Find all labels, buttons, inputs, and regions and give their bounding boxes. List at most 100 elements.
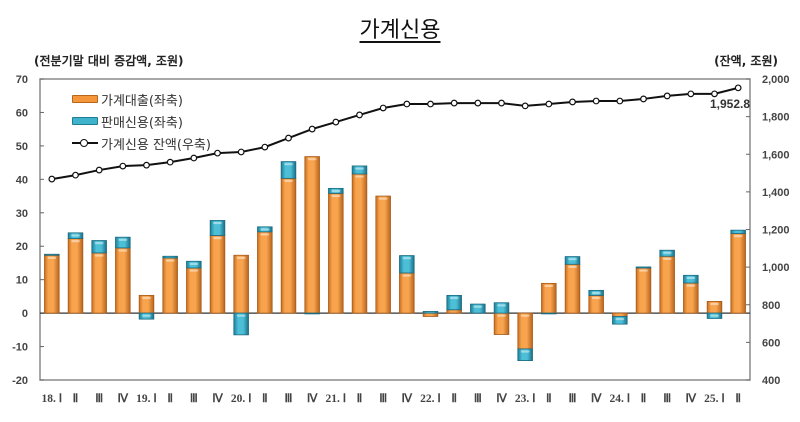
loan-bar: [612, 312, 628, 317]
x-tick-label: Ⅲ: [569, 392, 577, 405]
right-tick-label: 1,000: [762, 262, 790, 274]
left-tick-label: 30: [16, 208, 28, 220]
sales-credit-bar: [304, 312, 320, 315]
sales-credit-bar: [186, 260, 202, 269]
balance-marker: [450, 99, 458, 107]
balance-marker: [143, 161, 150, 169]
sales-credit-bar: [470, 303, 486, 314]
loan-bar: [209, 235, 226, 314]
loan-bar: [517, 312, 533, 350]
balance-marker: [72, 171, 79, 179]
loan-bar: [44, 254, 60, 314]
loan-bar-highlight: [307, 158, 317, 161]
sales-credit-bar-highlight: [213, 221, 222, 225]
balance-marker: [356, 111, 363, 119]
loan-bar-highlight: [568, 265, 577, 268]
balance-marker: [48, 175, 56, 183]
x-tick-label: Ⅲ: [663, 392, 671, 405]
x-tick-label: Ⅱ: [262, 392, 268, 405]
loan-swatch-icon: [72, 95, 98, 103]
sales-credit-bar: [564, 256, 581, 265]
balance-marker: [498, 99, 505, 107]
sales-credit-bar-highlight: [118, 238, 128, 241]
x-tick-label: Ⅱ: [451, 392, 457, 405]
left-tick-label: -20: [12, 375, 28, 387]
loan-bar-highlight: [213, 237, 222, 240]
loan-bar-highlight: [165, 259, 175, 262]
loan-bar: [683, 282, 699, 314]
sales-credit-bar: [328, 187, 344, 194]
legend-item-loan: 가계대출(좌축): [72, 88, 211, 110]
loan-bar: [328, 192, 344, 314]
left-tick-label: 70: [16, 74, 28, 86]
loan-bar-highlight: [189, 269, 199, 272]
loan-bar-highlight: [355, 175, 364, 178]
x-tick-label: Ⅱ: [641, 392, 647, 405]
x-tick-label: Ⅱ: [546, 392, 552, 405]
sales-credit-bar: [517, 348, 533, 362]
balance-marker: [166, 158, 174, 166]
loan-bar-highlight: [378, 197, 388, 200]
balance-marker: [640, 95, 647, 103]
balance-marker: [403, 100, 411, 108]
balance-marker: [261, 143, 269, 151]
legend-item-sales-credit: 판매신용(좌축): [72, 110, 211, 132]
balance-marker: [734, 84, 742, 92]
left-tick-label: 20: [16, 241, 28, 253]
sales-credit-bar: [730, 229, 746, 234]
axes: -20 -10 0 10 20 30 40 50 60 70 400 600 800 1,000 1,200…: [12, 74, 789, 405]
loan-bar: [91, 252, 107, 314]
sales-credit-bar-highlight: [71, 234, 80, 237]
legend-label-balance: 가계신용 잔액(우축): [101, 137, 211, 153]
balance-marker: [95, 166, 103, 174]
sales-credit-bar: [44, 253, 60, 256]
legend-label-sales-credit: 판매신용(좌축): [101, 115, 183, 131]
sales-credit-bar: [162, 255, 178, 259]
balance-marker: [474, 99, 482, 107]
legend-item-balance: 가계신용 잔액(우축): [72, 132, 211, 154]
sales-credit-bar-highlight: [355, 167, 364, 170]
sales-credit-bar: [612, 316, 628, 325]
balance-marker: [663, 92, 671, 100]
sales-credit-bar-highlight: [402, 257, 412, 260]
x-tick-label: Ⅳ: [118, 392, 130, 405]
sales-credit-bar: [209, 220, 226, 236]
sales-credit-bar: [280, 161, 297, 179]
sales-credit-bar: [91, 240, 107, 254]
last-value-label: 1,952.8: [710, 97, 751, 111]
balance-marker: [214, 149, 221, 157]
loan-bar: [257, 231, 273, 314]
right-axis-unit: (잔액, 조원): [714, 54, 778, 68]
sales-credit-bar: [399, 255, 415, 274]
balance-marker: [379, 104, 387, 112]
loan-bar: [635, 267, 652, 314]
sales-credit-bar-highlight: [284, 163, 293, 166]
sales-credit-bar: [67, 232, 84, 239]
loan-bar-highlight: [71, 240, 80, 243]
x-tick-label: 19. Ⅰ: [136, 392, 157, 405]
sales-credit-bar-highlight: [473, 305, 483, 308]
x-tick-label: Ⅳ: [591, 392, 603, 405]
loan-bar-highlight: [284, 179, 293, 183]
sales-credit-bar: [706, 312, 723, 319]
loan-bar-highlight: [260, 233, 270, 236]
loan-bar: [115, 247, 131, 314]
right-tick-label: 600: [762, 337, 780, 349]
legend-label-loan: 가계대출(좌축): [101, 93, 183, 109]
left-tick-label: -10: [12, 342, 28, 354]
sales-credit-bar: [422, 311, 439, 314]
sales-credit-bar: [635, 266, 652, 269]
loan-bar: [162, 257, 178, 314]
x-tick-label: Ⅳ: [212, 392, 224, 405]
x-tick-label: Ⅲ: [95, 392, 103, 405]
loan-bar-highlight: [639, 269, 648, 272]
loan-bar-highlight: [733, 235, 743, 238]
sales-credit-bar: [115, 236, 131, 249]
loan-bar: [67, 238, 84, 314]
x-tick-label: 22. Ⅰ: [420, 392, 441, 405]
x-tick-label: Ⅲ: [190, 392, 198, 405]
sales-credit-bar-highlight: [497, 304, 506, 307]
sales-credit-bar: [446, 294, 462, 311]
x-tick-label: Ⅲ: [285, 392, 293, 405]
